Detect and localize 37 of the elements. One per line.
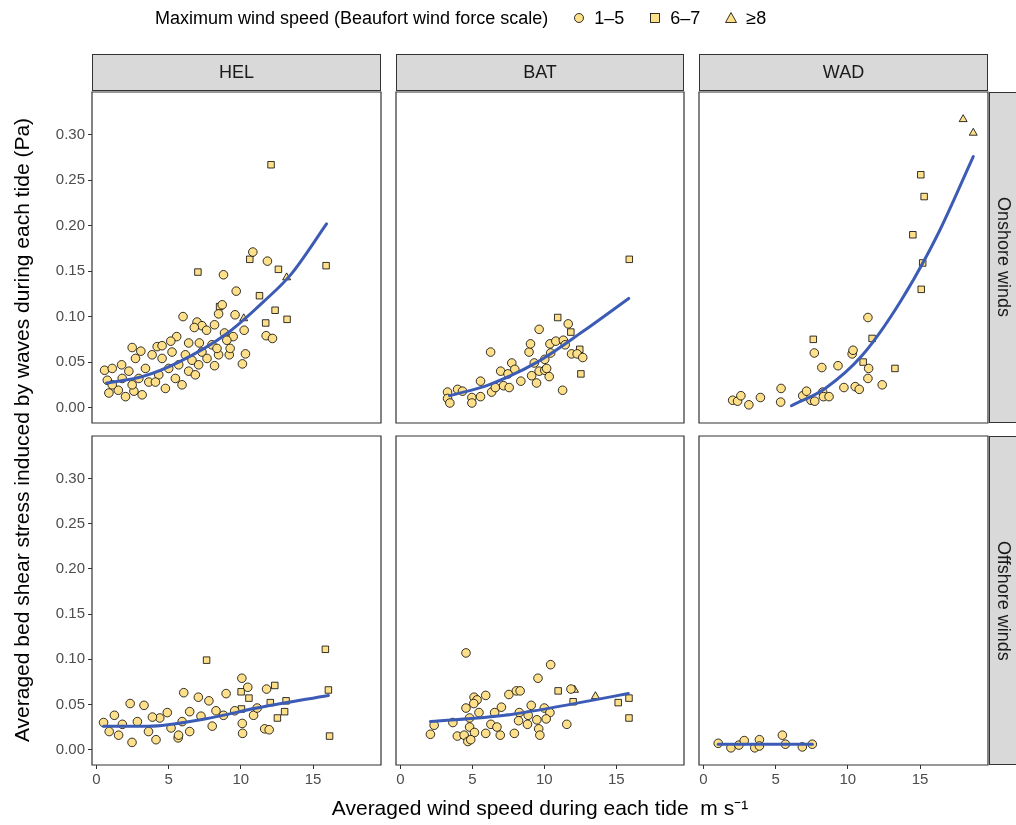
- y-tick-label: 0.00: [55, 739, 85, 757]
- x-tick-label: 5: [164, 770, 173, 788]
- y-tick-label: 0.10: [55, 649, 85, 667]
- x-tick-label: 10: [232, 770, 250, 788]
- y-tick-label: 0.05: [55, 694, 85, 712]
- x-tick-label: 5: [468, 770, 477, 788]
- x-tick-label: 0: [396, 770, 405, 788]
- x-axis-title: Averaged wind speed during each tide m s⁻¹: [331, 795, 749, 821]
- y-tick-label: 0.15: [55, 604, 85, 622]
- x-tick-label: 15: [911, 770, 929, 788]
- chart-title: BAT: [396, 54, 684, 91]
- y-tick-label: 0.30: [55, 468, 85, 486]
- legend-title: Maximum wind speed (Beaufort wind force scale): [155, 7, 549, 29]
- x-tick-label: 5: [771, 770, 780, 788]
- text: Offshore winds: [989, 436, 1016, 765]
- y-axis-title: Averaged bed shear stress induced by waves during each tide (Pa): [10, 117, 34, 743]
- legend-label: 6–7: [670, 7, 701, 29]
- y-tick-label: 0.25: [55, 513, 85, 531]
- y-tick-label: 0.30: [55, 124, 85, 142]
- legend-label: ≥8: [746, 7, 767, 29]
- chart-title: HEL: [92, 54, 381, 91]
- y-tick-label: 0.10: [55, 306, 85, 324]
- y-tick-label: 0.05: [55, 352, 85, 370]
- y-tick-label: 0.00: [55, 397, 85, 415]
- y-tick-label: 0.25: [55, 170, 85, 188]
- text: Onshore winds: [989, 92, 1016, 423]
- x-tick-label: 15: [304, 770, 322, 788]
- legend-label: 1–5: [594, 7, 625, 29]
- y-tick-label: 0.20: [55, 215, 85, 233]
- y-tick-label: 0.15: [55, 261, 85, 279]
- x-tick-label: 0: [92, 770, 101, 788]
- x-tick-label: 0: [699, 770, 708, 788]
- x-tick-label: 10: [535, 770, 553, 788]
- x-tick-label: 15: [607, 770, 625, 788]
- y-tick-label: 0.20: [55, 559, 85, 577]
- x-tick-label: 10: [839, 770, 857, 788]
- chart-title: WAD: [699, 54, 988, 91]
